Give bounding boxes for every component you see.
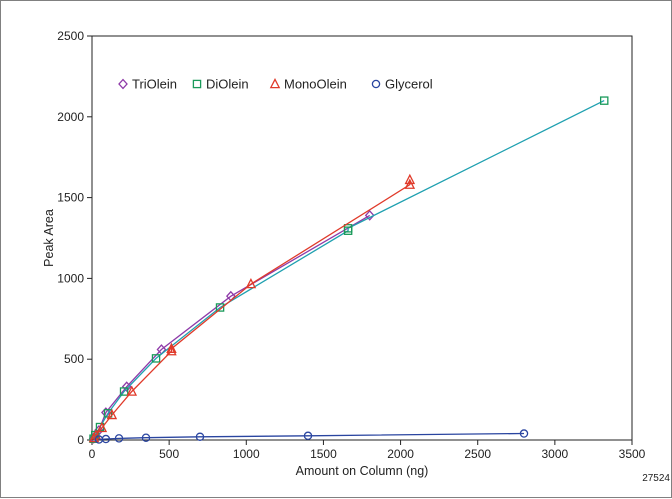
series-line-triolein — [93, 214, 371, 439]
y-tick-label: 1500 — [57, 191, 84, 205]
legend-marker-triolein — [118, 78, 128, 90]
figure-id: 27524 — [642, 473, 670, 484]
legend-label-triolein: TriOlein — [132, 77, 177, 92]
legend-marker-glycerol — [371, 79, 381, 89]
y-axis: 0 500 1000 1500 2000 2500 — [57, 29, 92, 447]
x-tick-label: 3000 — [542, 447, 569, 461]
x-axis-title: Amount on Column (ng) — [296, 464, 429, 478]
data-point-diolein — [151, 354, 161, 363]
data-point-glycerol — [519, 429, 529, 438]
y-tick-label: 1000 — [57, 271, 84, 285]
data-point-glycerol — [303, 431, 313, 441]
x-tick-label: 2500 — [464, 447, 491, 461]
y-tick-label: 2000 — [57, 110, 84, 124]
data-point-monoolein — [106, 408, 118, 420]
legend-label-glycerol: Glycerol — [385, 77, 433, 92]
data-point-monoolein — [245, 278, 257, 289]
series-triolein — [88, 210, 375, 444]
series-glycerol — [94, 429, 529, 444]
series-monoolein — [88, 173, 416, 443]
data-point-monoolein — [126, 385, 138, 396]
x-tick-label: 500 — [159, 447, 179, 461]
data-point-monoolein — [166, 342, 177, 353]
y-axis-title: Peak Area — [42, 209, 56, 267]
data-point-glycerol — [195, 432, 205, 442]
y-tick-label: 500 — [64, 352, 84, 366]
data-point-monoolein — [166, 345, 177, 356]
data-point-monoolein — [90, 429, 102, 440]
data-point-monoolein — [404, 173, 416, 185]
legend: TriOlein DiOlein MonoOlein Glycerol — [118, 77, 433, 92]
data-point-diolein — [119, 387, 129, 396]
data-point-monoolein — [96, 421, 108, 433]
data-point-diolein — [599, 96, 609, 105]
y-tick-label: 2500 — [57, 29, 84, 43]
plot-area — [91, 35, 633, 441]
series-line-glycerol — [98, 432, 525, 441]
series-line-diolein — [92, 100, 605, 439]
data-point-triolein — [364, 210, 375, 221]
x-axis: 0 500 1000 1500 2000 2500 3000 3500 — [89, 440, 646, 461]
x-tick-label: 3500 — [619, 447, 646, 461]
legend-label-diolein: DiOlein — [206, 77, 249, 92]
data-point-diolein — [343, 224, 353, 233]
data-point-glycerol — [114, 434, 124, 443]
series-layer — [88, 96, 609, 444]
series-diolein — [89, 96, 609, 443]
data-point-diolein — [215, 303, 225, 312]
x-tick-label: 1500 — [310, 447, 337, 461]
series-line-monoolein — [93, 179, 411, 439]
legend-marker-diolein — [192, 79, 202, 89]
legend-label-monoolein: MonoOlein — [284, 77, 347, 92]
y-tick-label: 0 — [77, 433, 84, 447]
legend-marker-monoolein — [269, 77, 281, 89]
x-tick-label: 2000 — [387, 447, 414, 461]
x-tick-label: 0 — [89, 447, 96, 461]
data-point-glycerol — [101, 434, 111, 444]
x-tick-label: 1000 — [233, 447, 260, 461]
data-point-monoolein — [404, 178, 416, 189]
data-point-glycerol — [141, 433, 151, 442]
